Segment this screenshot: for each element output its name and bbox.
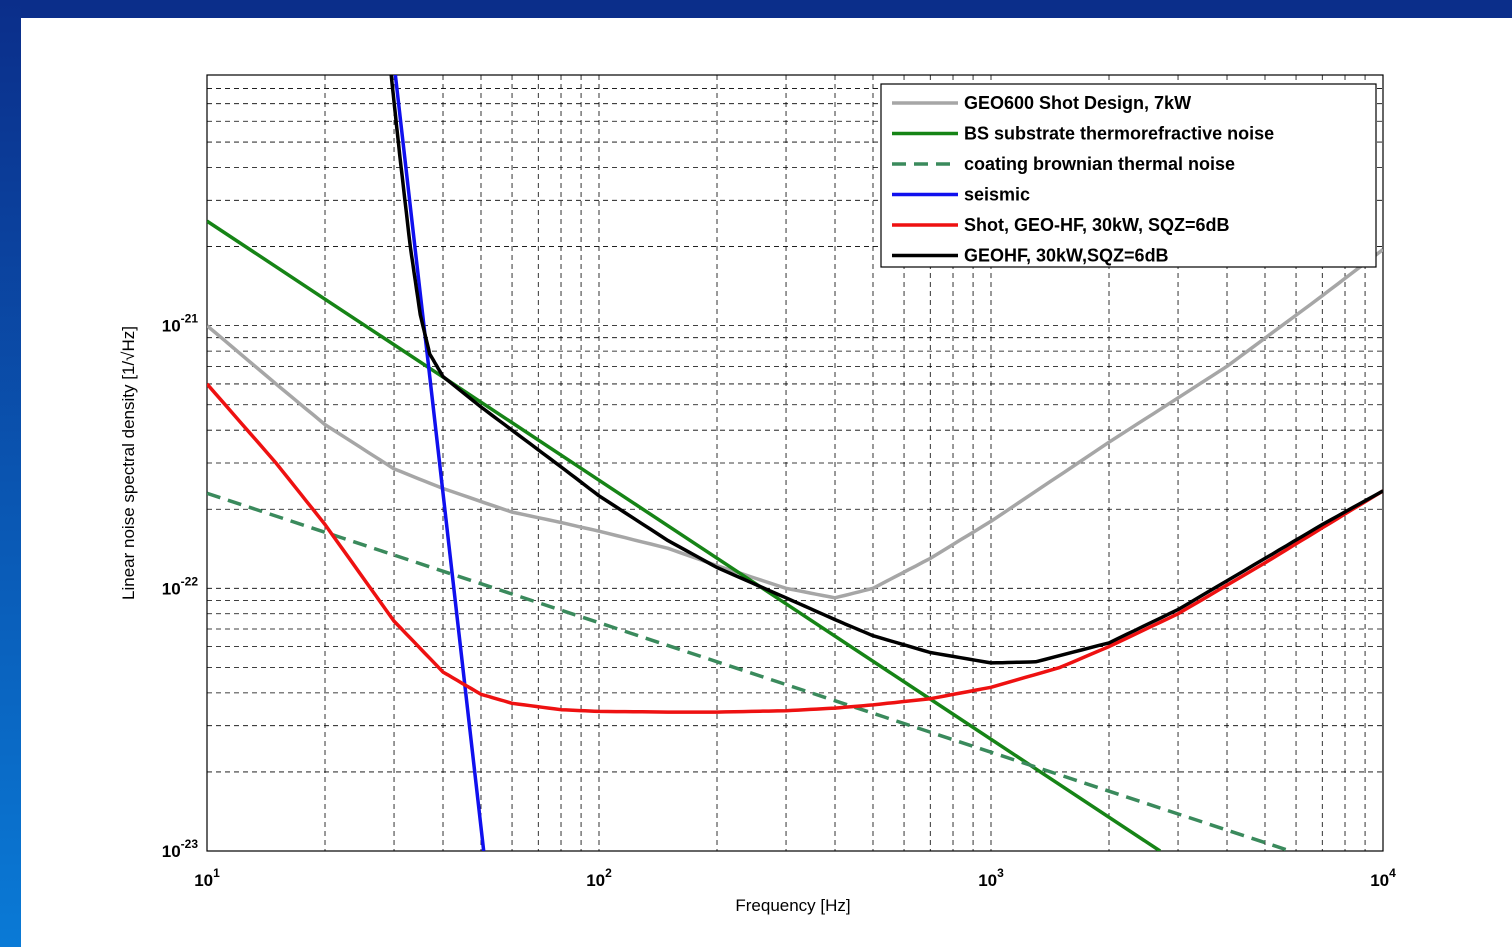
y-tick-label: 10-23 [162,837,199,861]
tick-labels: 101 102 103 104 10-23 10-22 10-21 [162,312,1396,890]
slide-top-bar [0,0,1512,18]
x-tick-label: 104 [1370,866,1396,890]
axes-box [206,74,1384,852]
legend-label: coating brownian thermal noise [964,154,1235,174]
series-line-3 [207,491,1291,851]
legend-box [880,83,1377,268]
legend-label: seismic [964,185,1030,205]
series-line-5 [207,382,1383,714]
series-line-1 [207,248,1383,600]
series-line-2 [207,219,1162,851]
legend-label: GEO600 Shot Design, 7kW [964,93,1191,113]
series-line-4 [393,75,486,851]
slide-left-bar [0,0,21,947]
legend-label: Shot, GEO-HF, 30kW, SQZ=6dB [964,215,1230,235]
legend-label: BS substrate thermorefractive noise [964,124,1274,144]
x-tick-label: 103 [978,866,1004,890]
y-tick-label: 10-22 [162,574,199,598]
series-line-6 [389,75,1383,665]
x-tick-label: 102 [586,866,612,890]
series-group [207,75,1383,851]
y-tick-label: 10-21 [162,312,199,336]
grid [207,75,1383,851]
legend: GEO600 Shot Design, 7kW BS substrate ther… [880,83,1377,268]
y-axis-label: Linear noise spectral density [1/√Hz] [119,326,138,600]
x-axis-label: Frequency [Hz] [735,896,850,915]
legend-label: GEOHF, 30kW,SQZ=6dB [964,246,1169,266]
x-tick-label: 101 [194,866,220,890]
